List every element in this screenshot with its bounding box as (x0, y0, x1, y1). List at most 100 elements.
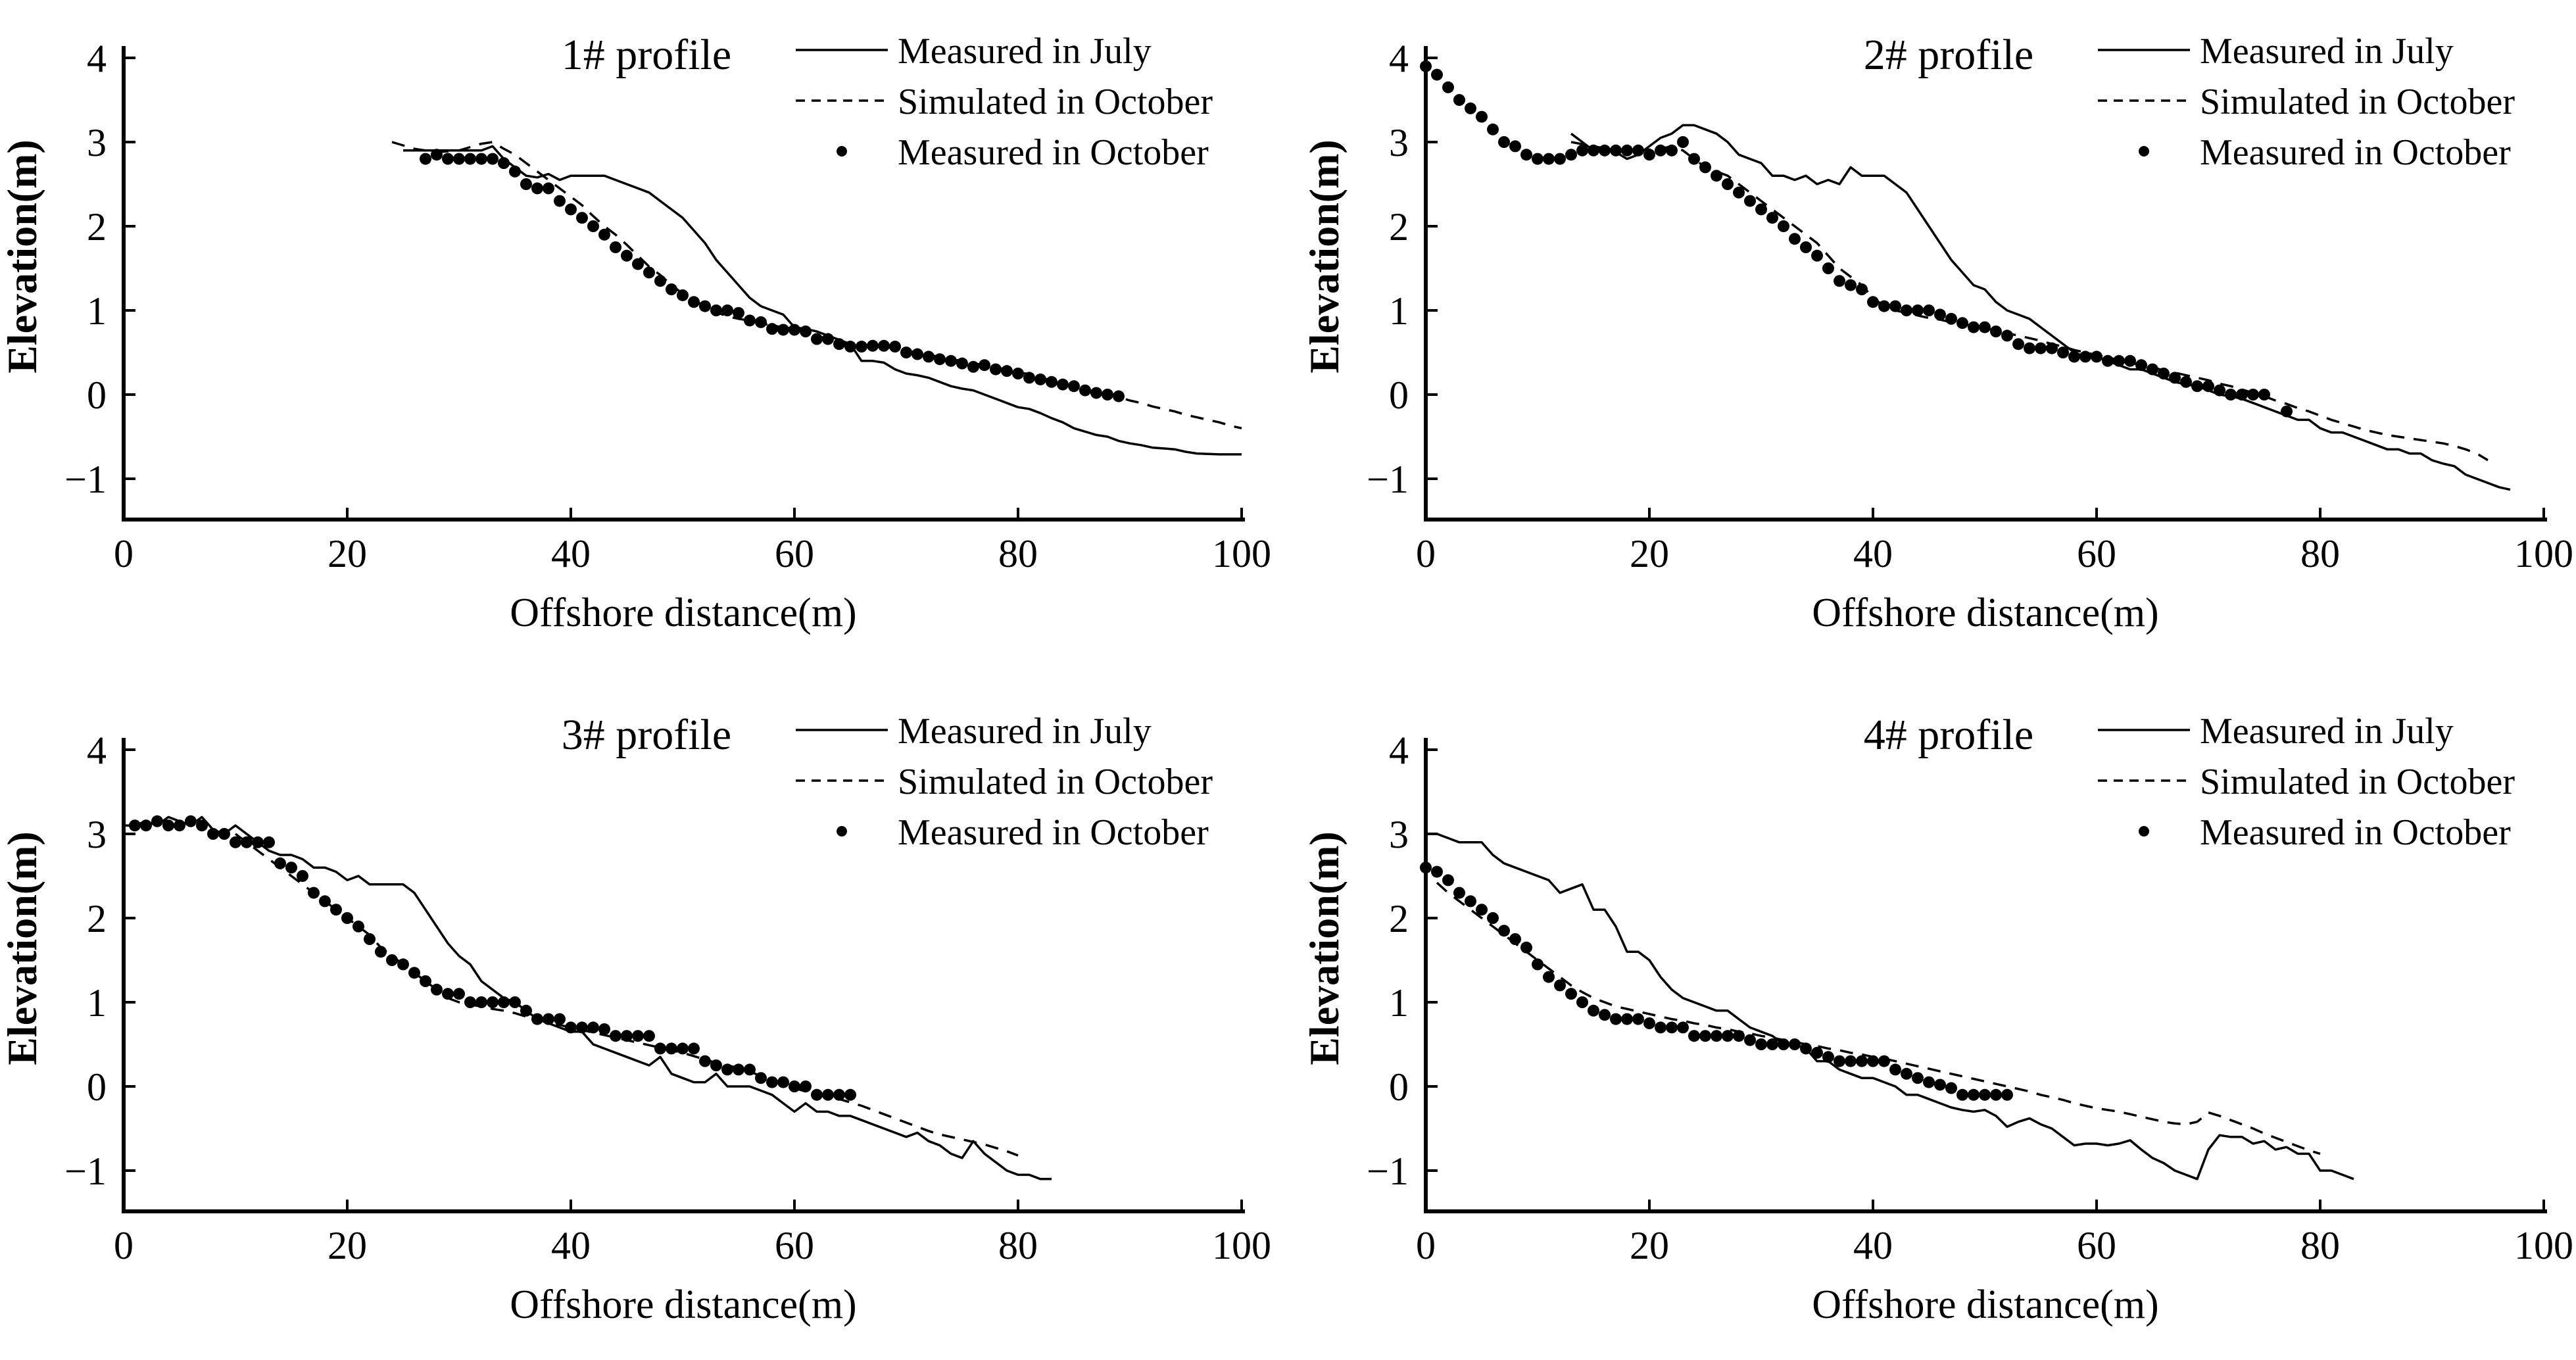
y-tick-label: 3 (87, 813, 107, 856)
measured-october-dot (811, 333, 823, 345)
y-tick-label: 2 (1389, 897, 1409, 940)
measured-october-dot (699, 300, 711, 312)
measured-october-dot (498, 996, 510, 1008)
measured-october-dot (1878, 300, 1890, 312)
measured-october-dot (1677, 1021, 1689, 1034)
measured-october-dot (1632, 1013, 1644, 1025)
y-tick-label: 4 (87, 37, 107, 80)
y-tick-label: 0 (1389, 374, 1409, 417)
measured-october-dot (755, 1072, 767, 1084)
measured-october-dot (218, 828, 230, 840)
x-tick-label: 0 (1416, 1224, 1436, 1267)
measured-october-dot (710, 1059, 722, 1071)
measured-october-dot (1554, 979, 1566, 992)
measured-october-dot (766, 323, 778, 335)
measured-october-dot (2024, 342, 2035, 354)
measured-october-dot (688, 296, 700, 308)
measured-october-dot (621, 249, 633, 262)
measured-october-dot (1901, 1067, 1912, 1080)
measured-july-line (1570, 124, 2511, 491)
measured-october-dot (1744, 195, 1756, 207)
x-tick-label: 100 (2514, 532, 2573, 575)
measured-october-dot (1912, 1072, 1924, 1084)
legend-label: Measured in October (898, 812, 1209, 853)
measured-october-dot (543, 1013, 554, 1025)
measured-october-dot (2236, 389, 2248, 401)
measured-october-dot (475, 153, 487, 165)
measured-october-dot (1420, 862, 1432, 874)
measured-october-dot (1923, 1076, 1935, 1088)
measured-october-dot (1901, 304, 1912, 316)
measured-october-dot (1979, 1088, 1991, 1101)
measured-october-dot (654, 1042, 666, 1055)
measured-october-dot (1655, 144, 1666, 157)
measured-october-dot (196, 819, 208, 832)
measured-october-dot (610, 241, 621, 253)
measured-october-dot (1453, 94, 1465, 106)
measured-october-dot (1453, 886, 1465, 899)
measured-october-dot (1610, 144, 1622, 157)
measured-october-dot (531, 1013, 543, 1025)
y-tick-label: −1 (64, 458, 107, 501)
measured-october-dot (140, 819, 152, 832)
y-axis-title: Elevation(m) (1301, 831, 1348, 1065)
measured-october-dot (811, 1088, 823, 1101)
measured-october-dot (1968, 1088, 1980, 1101)
measured-october-dot (1699, 1030, 1711, 1042)
measured-october-dot (375, 946, 387, 958)
y-tick-label: −1 (1367, 1150, 1409, 1193)
measured-october-dot (867, 339, 879, 352)
measured-october-dot (1845, 279, 1857, 291)
measured-october-dot (1856, 1055, 1868, 1067)
panel-title: 2# profile (1864, 31, 2033, 79)
measured-october-dot (1834, 275, 1845, 287)
measured-october-dot (666, 1042, 677, 1055)
measured-october-dot (967, 360, 979, 373)
measured-october-dot (1822, 1051, 1834, 1063)
measured-october-dot (1509, 140, 1521, 153)
measured-october-dot (721, 1063, 733, 1076)
measured-october-dot (1979, 321, 1991, 333)
x-tick-label: 0 (1416, 532, 1436, 575)
measured-october-dot (1113, 390, 1125, 402)
measured-october-dot (1588, 1004, 1599, 1017)
measured-october-dot (1789, 233, 1801, 245)
measured-october-dot (420, 975, 431, 987)
x-tick-label: 100 (1212, 1224, 1271, 1267)
measured-october-dot (285, 862, 297, 874)
measured-october-dot (453, 988, 465, 1000)
measured-october-dot (1811, 249, 1823, 262)
measured-october-dot (1688, 1030, 1700, 1042)
measured-october-dot (1990, 1088, 2002, 1101)
x-tick-label: 100 (2514, 1224, 2573, 1267)
measured-october-dot (263, 836, 275, 848)
legend-sample-dot-marker (2139, 146, 2149, 157)
measured-october-dot (1431, 865, 1443, 878)
y-tick-label: 4 (1389, 37, 1409, 80)
measured-october-dot (945, 354, 957, 367)
measured-october-dot (554, 195, 566, 207)
simulated-october-line (234, 833, 1019, 1157)
measured-october-dot (744, 1063, 756, 1076)
measured-october-dot (1442, 874, 1454, 886)
x-tick-label: 40 (551, 532, 591, 575)
measured-october-dot (621, 1030, 633, 1042)
measured-october-dot (1576, 996, 1588, 1008)
measured-october-dot (2169, 372, 2181, 384)
measured-october-dot (576, 212, 588, 224)
y-tick-label: 1 (87, 289, 107, 333)
measured-october-dot (442, 988, 454, 1000)
measured-october-dot (1599, 1009, 1611, 1021)
measured-october-dot (598, 228, 610, 241)
measured-october-dot (1867, 296, 1879, 308)
measured-october-dot (2281, 405, 2293, 418)
x-tick-label: 80 (998, 1224, 1038, 1267)
y-axis-title: Elevation(m) (0, 139, 45, 374)
x-tick-label: 60 (2077, 532, 2116, 575)
measured-october-dot (789, 1081, 800, 1092)
measured-october-dot (1755, 1038, 1767, 1050)
measured-october-dot (1520, 149, 1532, 161)
legend-label: Measured in October (2200, 132, 2511, 173)
